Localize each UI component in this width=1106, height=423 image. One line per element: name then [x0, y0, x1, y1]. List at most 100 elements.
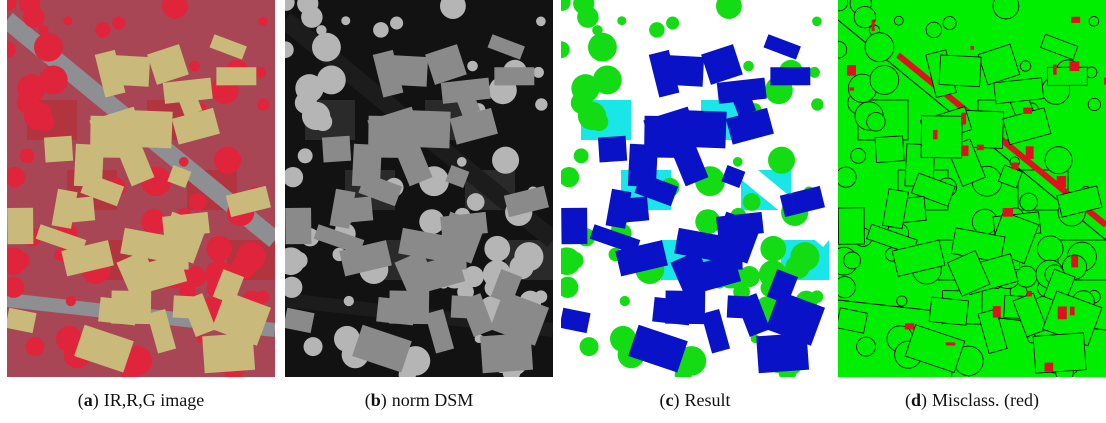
tree	[63, 16, 72, 25]
tree	[926, 22, 942, 38]
caption-close: )	[93, 390, 99, 411]
tree	[620, 296, 630, 306]
error-spot	[1071, 17, 1080, 23]
tree	[666, 17, 679, 30]
building	[598, 136, 627, 163]
building	[202, 333, 255, 373]
error-spot	[961, 113, 966, 125]
caption-letter: d	[911, 390, 921, 410]
tree	[314, 113, 333, 132]
tree	[590, 113, 609, 132]
tree	[301, 6, 322, 27]
error-spot	[993, 306, 1001, 318]
tree	[457, 157, 467, 167]
tree	[283, 167, 303, 187]
tree	[834, 277, 855, 298]
tree	[943, 17, 956, 30]
building	[921, 116, 962, 158]
tree	[341, 16, 350, 25]
caption-text: Misclass. (red)	[932, 390, 1039, 411]
tree	[867, 113, 886, 132]
error-spot	[1045, 363, 1054, 372]
tree	[390, 17, 403, 30]
tree	[281, 277, 302, 298]
caption-text: IR,R,G image	[104, 390, 205, 410]
tree	[66, 296, 76, 306]
building	[98, 297, 137, 325]
caption: (b)norm DSM	[365, 390, 474, 411]
caption-close: )	[673, 390, 679, 411]
error-spot	[1070, 307, 1075, 316]
caption-text: norm DSM	[392, 390, 474, 410]
tree	[312, 33, 341, 62]
caption: (d)Misclass. (red)	[905, 390, 1039, 411]
tree	[467, 61, 478, 72]
tree	[36, 113, 55, 132]
tree	[830, 41, 847, 58]
building	[376, 297, 415, 325]
tree	[257, 98, 269, 110]
tree	[317, 66, 346, 95]
building	[480, 333, 533, 373]
tree	[743, 61, 754, 72]
error-spot	[1071, 256, 1078, 268]
tree	[768, 147, 795, 174]
tree	[373, 22, 389, 38]
error-spot	[946, 342, 955, 345]
tree	[23, 6, 44, 27]
building	[494, 67, 534, 85]
building	[90, 116, 131, 158]
building	[108, 55, 150, 87]
error-spot	[971, 46, 975, 50]
tree	[557, 277, 578, 298]
tree	[870, 66, 899, 95]
tree	[26, 337, 45, 356]
building	[662, 55, 704, 87]
tree	[865, 33, 894, 62]
building	[644, 116, 685, 158]
panel-image	[277, 0, 555, 383]
tree	[857, 337, 876, 356]
tree	[580, 337, 599, 356]
caption-letter: b	[371, 390, 381, 410]
tree	[760, 236, 786, 262]
tree	[484, 236, 510, 262]
tree	[291, 252, 308, 269]
tree	[535, 98, 547, 110]
tree	[95, 22, 111, 38]
tree	[258, 16, 268, 26]
tree	[34, 33, 63, 62]
tree	[1020, 193, 1038, 211]
error-spot	[1057, 176, 1066, 187]
tree	[567, 252, 584, 269]
error-spot	[905, 323, 915, 329]
building	[7, 208, 33, 244]
tree	[553, 41, 570, 58]
tree	[189, 193, 207, 211]
tree	[20, 148, 35, 163]
caption-close: )	[921, 390, 927, 411]
tree	[13, 252, 30, 269]
error-spot	[1011, 163, 1018, 170]
building	[652, 297, 691, 325]
tree	[593, 66, 622, 95]
tree	[1037, 236, 1063, 262]
tree	[344, 296, 354, 306]
tree	[467, 193, 485, 211]
tree	[277, 41, 294, 58]
error-spot	[1070, 61, 1080, 71]
building	[929, 297, 968, 325]
building	[285, 208, 311, 244]
tree	[617, 16, 626, 25]
tree	[733, 157, 743, 167]
panel-image	[0, 0, 277, 383]
caption: (a)IR,R,G image	[78, 390, 205, 411]
error-spot	[1053, 65, 1057, 75]
figure: (a)IR,R,G image(b)norm DSM(c)Result(d)Mi…	[0, 0, 1106, 423]
tree	[894, 16, 903, 25]
error-spot	[977, 145, 984, 150]
tree	[574, 148, 589, 163]
tree	[1088, 98, 1100, 110]
tree	[1045, 147, 1072, 174]
scene	[277, 0, 555, 383]
